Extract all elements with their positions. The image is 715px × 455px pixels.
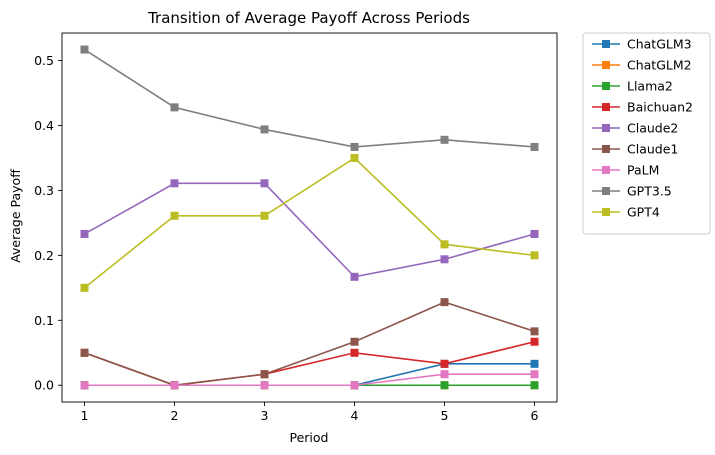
- legend-label-gpt3.5: GPT3.5: [627, 184, 672, 199]
- legend-box: [582, 32, 711, 235]
- data-point-claude2-6: [530, 229, 539, 238]
- data-point-gpt3.5-1: [80, 45, 89, 54]
- legend-marker-llama2: [602, 82, 610, 90]
- legend-marker-baichuan2: [602, 103, 610, 111]
- data-point-gpt3.5-2: [170, 103, 179, 112]
- data-point-gpt4-5: [440, 240, 449, 249]
- legend-label-gpt4: GPT4: [627, 205, 660, 220]
- data-point-gpt3.5-6: [530, 142, 539, 151]
- data-point-palm-3: [260, 381, 269, 390]
- x-tick-label: 6: [531, 408, 539, 423]
- data-point-claude2-1: [80, 229, 89, 238]
- data-point-palm-4: [350, 381, 359, 390]
- data-point-gpt4-1: [80, 283, 89, 292]
- plot-area: 1 2 3 4 5 6 0.0 0.1 0.2 0.3 0.4 0.5: [34, 32, 558, 423]
- data-point-claude2-3: [260, 179, 269, 188]
- data-point-claude1-4: [350, 337, 359, 346]
- data-point-gpt3.5-5: [440, 135, 449, 144]
- x-tick-label: 4: [351, 408, 359, 423]
- data-point-palm-1: [80, 381, 89, 390]
- data-point-baichuan2-4: [350, 348, 359, 357]
- data-point-llama2-6: [530, 381, 539, 390]
- legend-marker-chatglm2: [602, 61, 610, 69]
- series-line-gpt3.5: [84, 48, 535, 148]
- data-point-palm-6: [530, 370, 539, 379]
- data-point-gpt4-6: [530, 251, 539, 260]
- legend-label-llama2: Llama2: [627, 79, 673, 94]
- y-tick-label: 0.4: [34, 118, 54, 133]
- data-point-claude2-2: [170, 179, 179, 188]
- legend-label-baichuan2: Baichuan2: [627, 100, 693, 115]
- data-point-gpt3.5-3: [260, 125, 269, 134]
- y-tick-label: 0.1: [34, 313, 54, 328]
- chart-title: Transition of Average Payoff Across Peri…: [147, 9, 470, 27]
- x-tick-label: 3: [261, 408, 269, 423]
- legend-marker-claude2: [602, 124, 610, 132]
- series-line-gpt4: [83, 156, 535, 289]
- data-point-gpt4-3: [260, 211, 269, 220]
- x-tick-label: 2: [171, 408, 179, 423]
- data-point-gpt4-2: [170, 211, 179, 220]
- data-point-claude1-6: [530, 327, 539, 336]
- x-axis-label: Period: [290, 430, 329, 445]
- data-point-palm-5: [440, 370, 449, 379]
- series-line-palm: [84, 373, 535, 387]
- legend-marker-gpt4: [602, 208, 610, 216]
- data-point-gpt4-4: [350, 153, 359, 162]
- legend-marker-gpt3.5: [602, 187, 610, 195]
- data-point-claude2-4: [350, 272, 359, 281]
- legend-marker-claude1: [602, 145, 610, 153]
- data-point-palm-2: [170, 381, 179, 390]
- data-point-llama2-5: [440, 381, 449, 390]
- y-tick-label: 0.3: [34, 183, 54, 198]
- legend-label-chatglm2: ChatGLM2: [627, 58, 692, 73]
- series-line-claude1: [84, 301, 535, 387]
- y-tick-label: 0.2: [34, 248, 54, 263]
- legend-label-claude2: Claude2: [627, 121, 678, 136]
- legend-label-claude1: Claude1: [627, 142, 678, 157]
- legend: ChatGLM3 ChatGLM2 Llama2 Baichuan2 Claude2 Cl…: [582, 32, 711, 235]
- data-point-baichuan2-5: [440, 359, 449, 368]
- x-tick-label: 5: [441, 408, 449, 423]
- data-point-gpt3.5-4: [350, 142, 359, 151]
- data-point-claude1-1: [80, 348, 89, 357]
- data-point-baichuan2-6: [530, 337, 539, 346]
- legend-label-chatglm3: ChatGLM3: [627, 37, 692, 52]
- y-tick-label: 0.5: [34, 53, 54, 68]
- y-axis-label: Average Payoff: [8, 169, 23, 263]
- x-tick-label: 1: [81, 408, 89, 423]
- legend-marker-palm: [602, 166, 610, 174]
- data-point-chatglm3-6: [530, 359, 539, 368]
- legend-label-palm: PaLM: [627, 163, 659, 178]
- data-point-claude2-5: [440, 255, 449, 264]
- series-line-claude2: [84, 182, 535, 278]
- y-tick-label: 0.0: [34, 378, 54, 393]
- legend-marker-chatglm3: [602, 40, 610, 48]
- plot-frame: [61, 32, 558, 403]
- data-point-claude1-5: [440, 298, 449, 307]
- data-point-claude1-3: [260, 370, 269, 379]
